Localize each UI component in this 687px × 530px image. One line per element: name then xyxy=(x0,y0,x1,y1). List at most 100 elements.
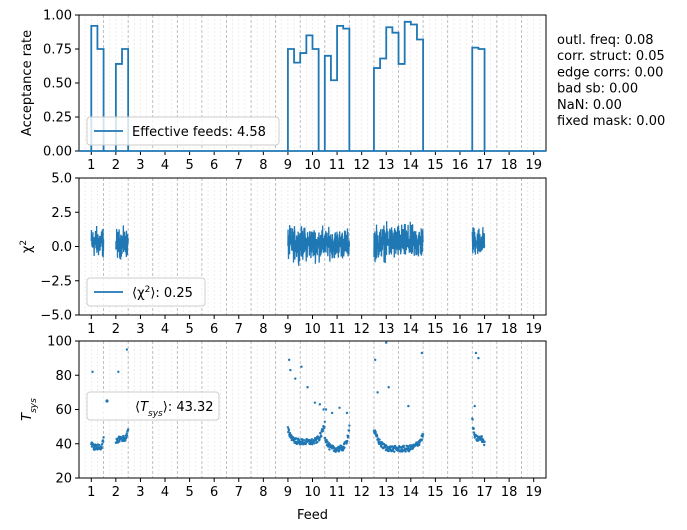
x-tick-label: 16 xyxy=(452,322,469,337)
chi-squared-line xyxy=(324,226,351,262)
x-tick-label: 19 xyxy=(525,485,542,500)
tsys-point xyxy=(306,386,309,389)
x-tick-label: 13 xyxy=(378,485,395,500)
tsys-point xyxy=(299,442,303,446)
y-tick-label: −5.0 xyxy=(40,309,72,324)
x-tick-label: 1 xyxy=(87,322,95,337)
side-annotation: edge corrs: 0.00 xyxy=(557,65,663,80)
chi-squared-line xyxy=(287,225,326,266)
legend-box xyxy=(86,277,206,307)
tsys-point xyxy=(404,450,407,453)
tsys-point xyxy=(120,436,124,440)
x-tick-label: 19 xyxy=(525,158,542,173)
x-ticks: 1 2 3 4 5 6 7 8 9 10 11 12 13 14 15 16 17 18 19 xyxy=(87,478,542,500)
x-tick-label: 9 xyxy=(284,322,292,337)
tsys-point xyxy=(347,429,351,432)
y-tick-label: 80 xyxy=(55,369,72,384)
x-tick-label: 5 xyxy=(185,322,193,337)
tsys-point xyxy=(346,439,349,443)
x-tick-label: 16 xyxy=(452,158,469,173)
x-tick-label: 3 xyxy=(136,158,144,173)
y-tick-label: 2.5 xyxy=(51,206,72,221)
x-tick-label: 4 xyxy=(161,158,169,173)
tsys-point xyxy=(125,434,129,437)
tsys-point xyxy=(319,432,322,435)
side-annotation: bad sb: 0.00 xyxy=(557,82,638,97)
x-tick-label: 18 xyxy=(501,158,518,173)
acceptance-rate-panel: 0.000.250.500.751.00 1 2 3 4 5 6 7 8 9 10 11 12 13 14… xyxy=(20,9,665,174)
chi-squared-line xyxy=(90,226,105,258)
x-tick-label: 6 xyxy=(210,158,218,173)
x-tick-label: 14 xyxy=(403,485,420,500)
tsys-point xyxy=(125,432,128,435)
y-tick-label: 0.00 xyxy=(43,145,72,160)
tsys-point xyxy=(286,426,290,429)
tsys-point xyxy=(318,437,321,441)
y-tick-label: 40 xyxy=(55,437,72,452)
x-tick-label: 2 xyxy=(112,485,120,500)
x-tick-label: 18 xyxy=(501,485,518,500)
tsys-point xyxy=(477,356,480,360)
tsys-point xyxy=(320,435,323,438)
x-tick-label: 9 xyxy=(284,485,292,500)
x-tick-label: 13 xyxy=(378,158,395,173)
tsys-point xyxy=(402,444,405,448)
tsys-point xyxy=(294,377,297,380)
x-tick-label: 7 xyxy=(235,322,243,337)
y-ticks: −5.0 −2.5 0.0 2.5 5.0 xyxy=(40,172,79,324)
tsys-point xyxy=(376,391,379,394)
y-ticks: 0.00 0.25 0.50 0.75 1.00 xyxy=(43,9,79,160)
tsys-point xyxy=(483,440,486,443)
x-tick-label: 13 xyxy=(378,322,395,337)
tsys-point xyxy=(323,436,327,440)
x-tick-label: 15 xyxy=(427,485,444,500)
x-tick-label: 5 xyxy=(185,158,193,173)
tsys-point xyxy=(323,425,326,428)
x-tick-label: 16 xyxy=(452,485,469,500)
tsys-point xyxy=(330,411,334,415)
x-tick-label: 8 xyxy=(259,322,267,337)
tsys-point xyxy=(473,404,476,408)
tsys-point xyxy=(289,368,292,372)
x-tick-label: 6 xyxy=(210,322,218,337)
tsys-point xyxy=(420,438,424,441)
tsys-point xyxy=(125,348,129,351)
chi-squared-line xyxy=(373,221,424,263)
x-tick-label: 6 xyxy=(210,485,218,500)
tsys-point xyxy=(328,448,331,451)
x-tick-label: 8 xyxy=(259,158,267,173)
tsys-point xyxy=(322,408,325,411)
side-annotation: outl. freq: 0.08 xyxy=(557,33,654,48)
x-tick-label: 14 xyxy=(403,322,420,337)
tsys-point xyxy=(287,429,291,432)
x-tick-label: 19 xyxy=(525,322,542,337)
tsys-point xyxy=(418,443,421,447)
y-tick-label: −2.5 xyxy=(40,274,72,289)
tsys-point xyxy=(474,351,478,355)
x-tick-label: 17 xyxy=(476,158,493,173)
dot-marker-icon xyxy=(105,399,109,403)
tsys-point xyxy=(326,440,329,444)
x-tick-label: 8 xyxy=(259,485,267,500)
x-tick-label: 4 xyxy=(161,485,169,500)
tsys-point xyxy=(348,424,351,427)
tsys-point xyxy=(343,446,346,449)
tsys-point xyxy=(387,449,390,453)
legend-entry: Effective feeds: 4.58 xyxy=(132,125,266,140)
tsys-point xyxy=(91,370,94,374)
x-axis-label: Feed xyxy=(297,508,328,523)
x-tick-label: 12 xyxy=(353,485,370,500)
y-tick-label: 60 xyxy=(55,403,72,418)
tsys-point xyxy=(393,450,396,453)
tsys-point xyxy=(421,433,425,436)
tsys-point xyxy=(288,431,292,435)
tsys-point xyxy=(341,449,345,452)
tsys-point xyxy=(313,401,317,404)
tsys-point xyxy=(472,427,475,430)
x-tick-label: 7 xyxy=(235,158,243,173)
legend: ⟨χ2⟩: 0.25 xyxy=(86,277,206,307)
tsys-point xyxy=(313,442,316,445)
x-tick-label: 17 xyxy=(476,485,493,500)
x-ticks: 1 2 3 4 5 6 7 8 9 10 11 12 13 14 15 16 17 18 19 xyxy=(87,315,542,337)
